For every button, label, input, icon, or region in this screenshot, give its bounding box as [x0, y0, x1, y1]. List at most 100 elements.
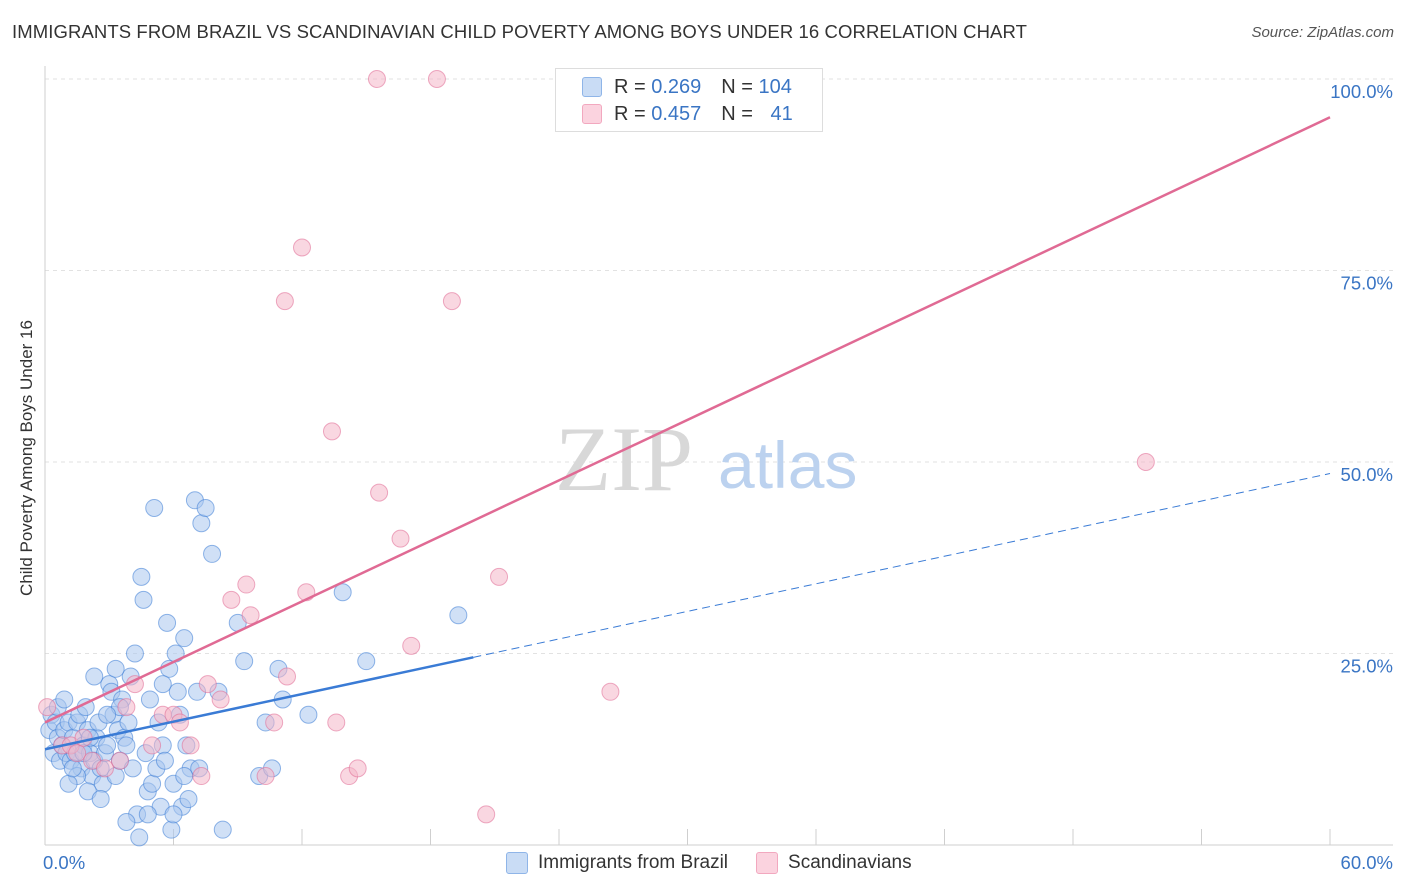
brazil-point	[106, 659, 125, 678]
scandinavian-point	[68, 744, 87, 763]
brazil-trend-solid	[44, 656, 474, 751]
brazil-point	[63, 759, 82, 778]
trend-lines	[44, 116, 1331, 751]
scandinavian-point	[256, 767, 275, 786]
scandinavian-trend-solid	[44, 116, 1331, 724]
brazil-point	[175, 629, 194, 648]
scandinavian-point	[143, 736, 162, 755]
legend-item-brazil[interactable]: Immigrants from Brazil	[506, 852, 728, 874]
scandinavian-point	[265, 713, 284, 732]
brazil-point	[125, 644, 144, 663]
brazil-point	[203, 544, 222, 563]
chart-title: IMMIGRANTS FROM BRAZIL VS SCANDINAVIAN C…	[12, 21, 1028, 42]
y-tick-label: 50.0%	[1341, 464, 1393, 485]
scandinavian-point	[477, 805, 496, 824]
legend-n-value: 41	[770, 102, 793, 125]
brazil-point	[140, 690, 159, 709]
scandinavian-point	[391, 529, 410, 548]
legend-row-scandinavians: R = 0.457 N = 41	[582, 101, 793, 127]
brazil-point	[98, 705, 117, 724]
scandinavian-point	[601, 682, 620, 701]
y-tick-label: 75.0%	[1341, 273, 1393, 294]
brazil-point	[119, 713, 138, 732]
legend-item-scandinavians[interactable]: Scandinavians	[756, 852, 912, 874]
brazil-point	[132, 567, 151, 586]
scandinavian-point	[192, 767, 211, 786]
legend-n-label: N =	[721, 102, 753, 125]
legend-r-value: 0.269	[651, 75, 702, 98]
brazil-point	[162, 820, 181, 839]
scandinavian-point	[370, 483, 389, 502]
brazil-point	[155, 751, 174, 770]
brazil-point	[213, 820, 232, 839]
brazil-point	[357, 652, 376, 671]
x-tick-label-max: 60.0%	[1341, 852, 1393, 873]
legend-row-brazil: R = 0.269 N = 104	[582, 74, 792, 100]
scandinavian-point	[293, 238, 311, 257]
source-label: Source: ZipAtlas.com	[1251, 24, 1394, 41]
brazil-point	[175, 767, 194, 786]
legend-swatch-scandinavians	[582, 104, 602, 124]
brazil-point	[91, 790, 110, 809]
scandinavian-point	[348, 759, 367, 778]
scandinavian-point	[427, 70, 446, 88]
brazil-point	[192, 514, 211, 533]
scandinavian-point	[442, 292, 461, 311]
scandinavian-point	[327, 713, 346, 732]
brazil-point	[168, 682, 187, 701]
legend-r-label: R =	[614, 102, 646, 125]
legend-label-scandinavians: Scandinavians	[788, 852, 912, 873]
brazil-point	[196, 498, 215, 517]
brazil-point	[98, 736, 117, 755]
brazil-point	[158, 613, 177, 632]
scandinavian-point	[1136, 453, 1155, 471]
legend-swatch-scandinavians	[756, 852, 779, 874]
brazil-point	[117, 736, 136, 755]
brazil-point	[85, 667, 104, 686]
brazil-point	[59, 774, 78, 793]
brazil-point	[145, 498, 164, 517]
watermark-zip: ZIP	[555, 408, 693, 510]
legend-n-label: N =	[721, 75, 753, 98]
x-tick-label-min: 0.0%	[43, 852, 85, 873]
legend-label-brazil: Immigrants from Brazil	[538, 852, 729, 873]
brazil-trend-dashed	[473, 473, 1331, 658]
scandinavian-point	[117, 698, 136, 717]
brazil-point	[138, 805, 157, 824]
scandinavian-point	[367, 70, 386, 88]
series-legend: Immigrants from Brazil Scandinavians	[506, 852, 940, 874]
scandinavian-point	[181, 736, 200, 755]
scandinavian-point	[278, 667, 297, 686]
brazil-point	[235, 652, 254, 671]
grid-lines	[45, 78, 1393, 654]
scandinavian-point	[198, 675, 217, 694]
watermark-atlas: atlas	[718, 428, 857, 502]
brazil-point	[179, 790, 198, 809]
scandinavian-point	[74, 728, 93, 747]
brazil-point	[130, 828, 149, 847]
legend-r-label: R =	[614, 75, 646, 98]
brazil-point	[333, 583, 352, 602]
legend-swatch-brazil	[506, 852, 528, 874]
y-tick-label: 25.0%	[1341, 656, 1393, 677]
scandinavian-point	[275, 292, 294, 311]
legend-n-value: 104	[758, 75, 792, 98]
correlation-legend: R = 0.269 N = 104 R = 0.457 N = 41	[555, 68, 823, 132]
brazil-point	[117, 813, 136, 832]
legend-r-value: 0.457	[651, 102, 702, 125]
brazil-point	[143, 774, 162, 793]
scandinavian-point	[222, 590, 241, 609]
brazil-point	[153, 675, 172, 694]
brazil-point	[299, 705, 318, 724]
brazil-point	[134, 590, 153, 609]
scandinavian-point	[38, 698, 57, 717]
scandinavian-point	[237, 575, 256, 594]
scandinavian-point	[490, 567, 509, 586]
scandinavian-point	[110, 751, 129, 770]
tick-labels: 100.0% 75.0% 50.0% 25.0% 0.0% 60.0%	[43, 81, 1393, 873]
brazil-point	[449, 606, 468, 625]
legend-swatch-brazil	[582, 77, 602, 97]
brazil-point	[164, 805, 183, 824]
scandinavian-point	[402, 636, 421, 655]
